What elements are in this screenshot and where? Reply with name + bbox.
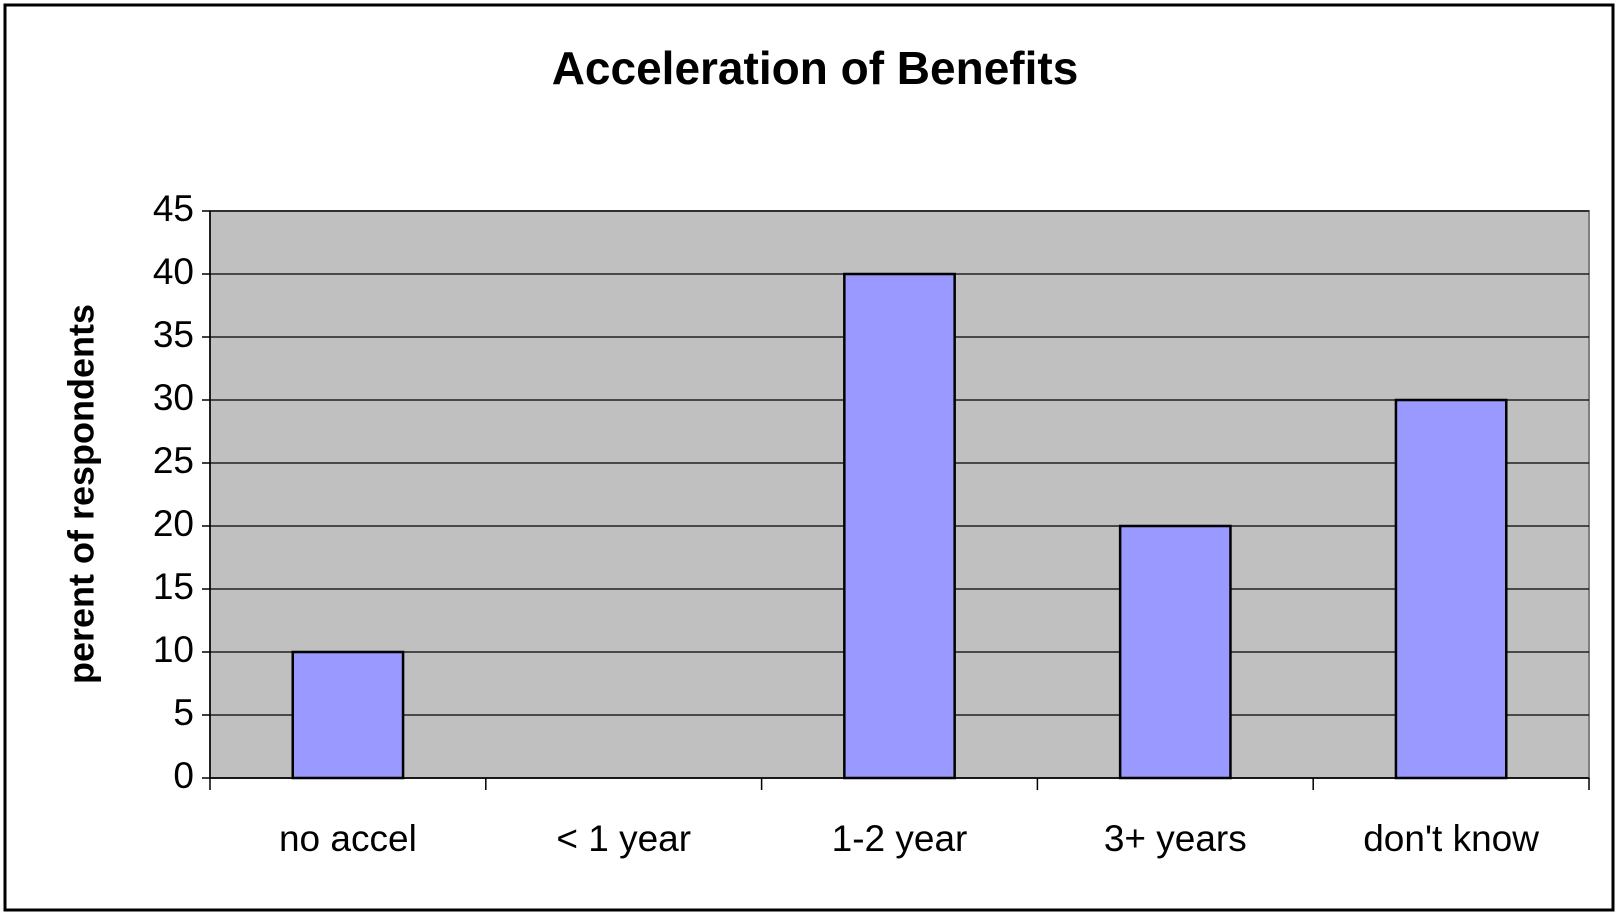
y-tick-label: 5: [173, 692, 194, 733]
y-tick-label: 15: [153, 566, 194, 607]
bar: [1118, 524, 1232, 780]
x-tick-label: 1-2 year: [832, 818, 968, 859]
y-tick-label: 10: [153, 629, 194, 670]
chart-title: Acceleration of Benefits: [552, 42, 1079, 94]
y-tick-label: 30: [153, 377, 194, 418]
x-tick-label: 3+ years: [1104, 818, 1247, 859]
bar: [1394, 398, 1508, 780]
y-tick-label: 35: [153, 314, 194, 355]
y-tick-label: 45: [153, 188, 194, 229]
y-tick-label: 20: [153, 503, 194, 544]
y-tick-label: 40: [153, 251, 194, 292]
x-tick-label: don't know: [1363, 818, 1539, 859]
y-tick-label: 25: [153, 440, 194, 481]
x-tick-label: < 1 year: [556, 818, 691, 859]
x-tick-label: no accel: [279, 818, 417, 859]
y-tick-label: 0: [173, 755, 194, 796]
bar: [843, 272, 956, 780]
y-axis-label: perent of respondents: [61, 304, 102, 684]
bar: [291, 650, 405, 780]
